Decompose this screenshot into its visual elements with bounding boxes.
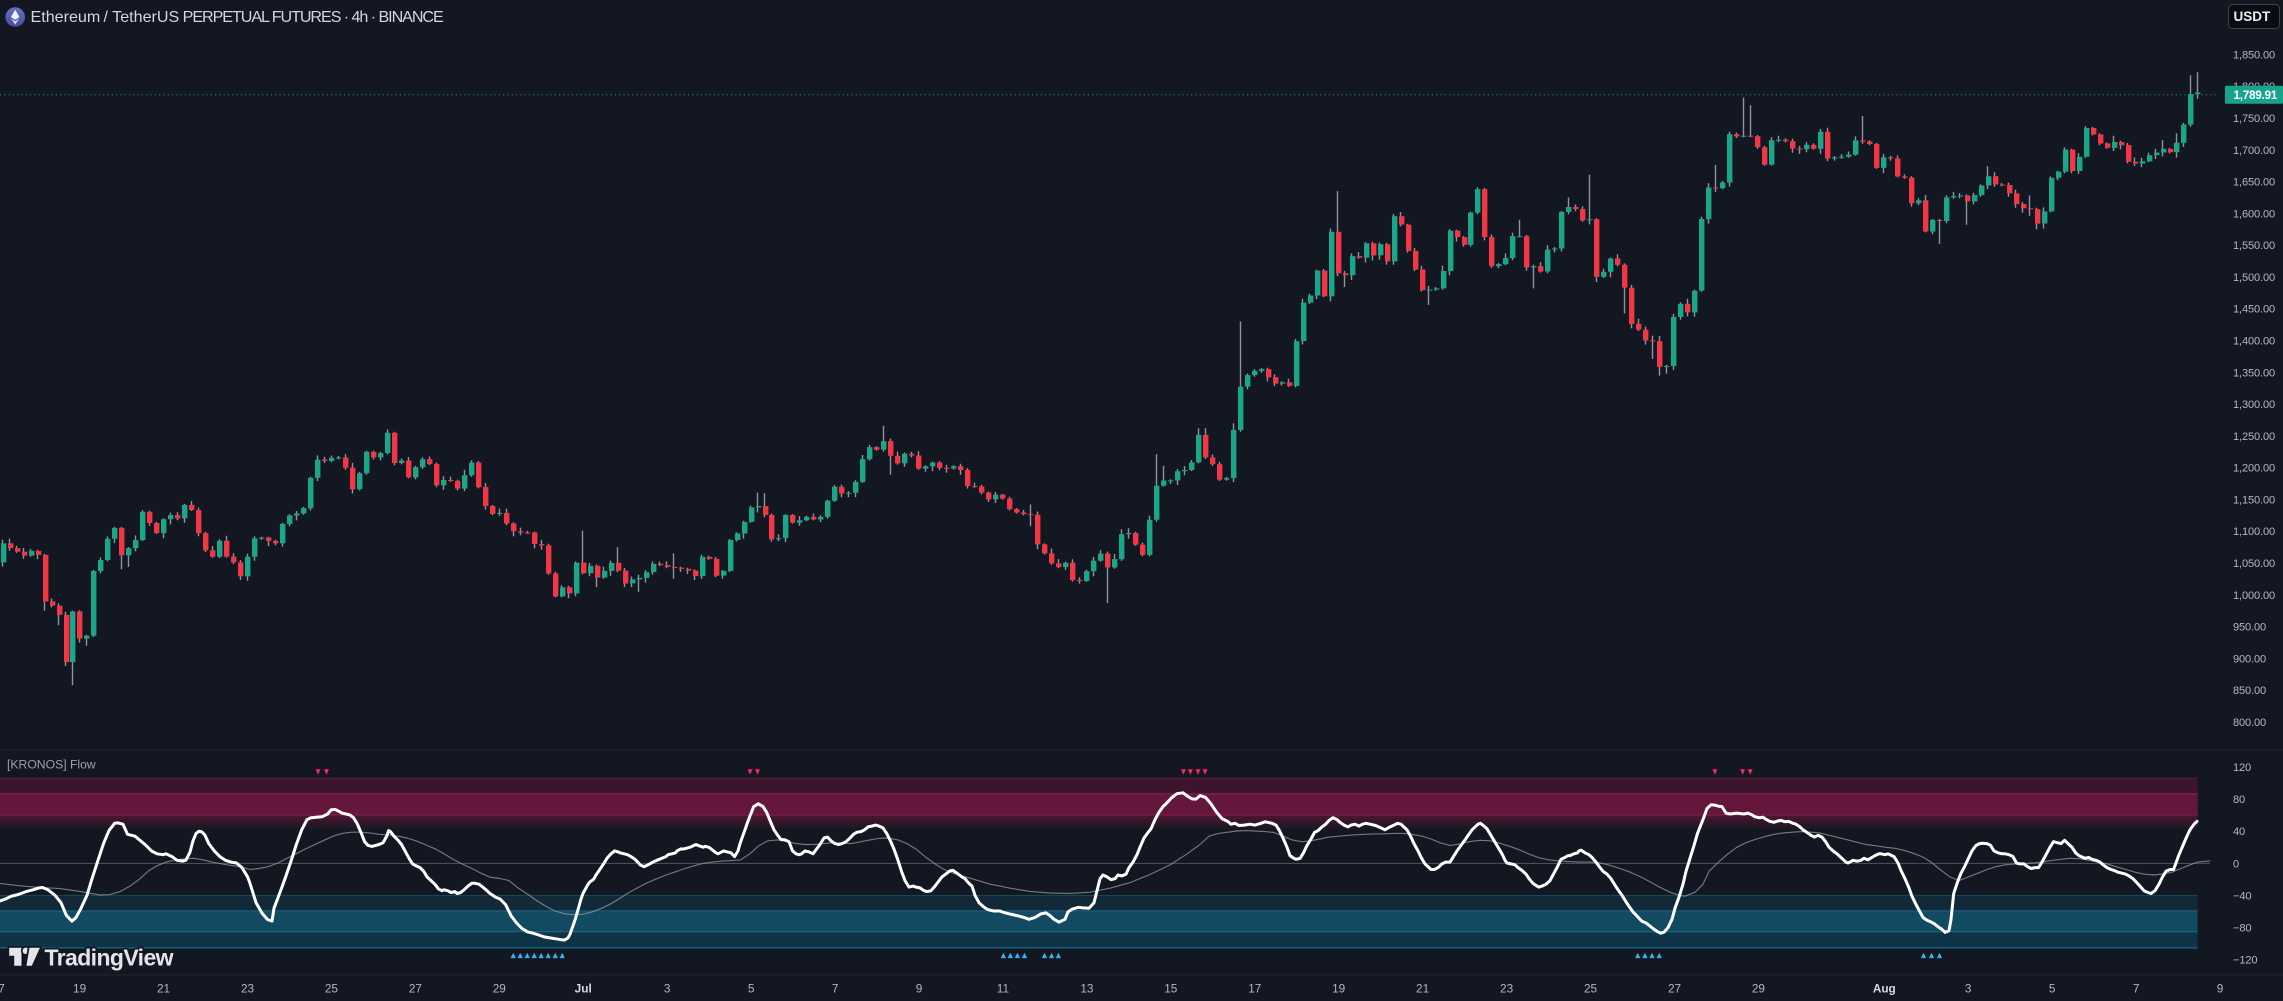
svg-text:900.00: 900.00 [2233,653,2266,665]
svg-text:850.00: 850.00 [2233,685,2266,697]
svg-text:1,250.00: 1,250.00 [2233,431,2275,443]
svg-text:21: 21 [1416,982,1429,996]
svg-text:1,300.00: 1,300.00 [2233,399,2275,411]
svg-text:5: 5 [748,982,755,996]
svg-text:29: 29 [1752,982,1765,996]
svg-text:27: 27 [409,982,422,996]
svg-text:1,550.00: 1,550.00 [2233,240,2275,252]
svg-text:19: 19 [1332,982,1345,996]
svg-text:[KRONOS] Flow: [KRONOS] Flow [7,758,96,772]
svg-text:25: 25 [325,982,339,996]
svg-text:1,850.00: 1,850.00 [2233,49,2275,61]
svg-text:Aug: Aug [1873,982,1896,996]
svg-text:7: 7 [2133,982,2140,996]
svg-text:1,700.00: 1,700.00 [2233,145,2275,157]
svg-text:0: 0 [2233,858,2239,870]
svg-text:1,500.00: 1,500.00 [2233,272,2275,284]
svg-text:3: 3 [664,982,671,996]
svg-text:19: 19 [73,982,86,996]
svg-text:3: 3 [1965,982,1972,996]
svg-text:1,050.00: 1,050.00 [2233,558,2275,570]
svg-text:1,150.00: 1,150.00 [2233,495,2275,507]
svg-text:1,200.00: 1,200.00 [2233,463,2275,475]
svg-text:USDT: USDT [2234,9,2272,24]
svg-text:−80: −80 [2233,923,2251,935]
svg-text:1,789.91: 1,789.91 [2234,88,2278,102]
svg-text:1,650.00: 1,650.00 [2233,177,2275,189]
svg-text:21: 21 [157,982,170,996]
svg-text:1,600.00: 1,600.00 [2233,208,2275,220]
svg-text:950.00: 950.00 [2233,622,2266,634]
svg-text:40: 40 [2233,826,2245,838]
svg-text:Ethereum / TetherUS PERPETUAL: Ethereum / TetherUS PERPETUAL FUTURES · … [31,8,444,26]
svg-text:120: 120 [2233,762,2251,774]
svg-text:23: 23 [1500,982,1514,996]
svg-text:5: 5 [2049,982,2056,996]
svg-text:11: 11 [997,982,1009,996]
svg-text:TradingView: TradingView [45,945,174,971]
svg-text:23: 23 [241,982,255,996]
svg-text:27: 27 [1668,982,1681,996]
svg-text:800.00: 800.00 [2233,717,2266,729]
svg-text:9: 9 [2217,982,2224,996]
svg-text:Jul: Jul [575,982,592,996]
svg-text:1,000.00: 1,000.00 [2233,590,2275,602]
svg-text:13: 13 [1080,982,1094,996]
svg-text:1,750.00: 1,750.00 [2233,113,2275,125]
svg-text:9: 9 [916,982,923,996]
svg-text:1,350.00: 1,350.00 [2233,367,2275,379]
svg-text:1,400.00: 1,400.00 [2233,336,2275,348]
svg-text:1,100.00: 1,100.00 [2233,526,2275,538]
svg-text:80: 80 [2233,794,2245,806]
svg-text:−40: −40 [2233,890,2251,902]
svg-text:7: 7 [832,982,839,996]
svg-text:25: 25 [1584,982,1598,996]
svg-text:7: 7 [0,982,5,996]
svg-text:15: 15 [1164,982,1178,996]
svg-text:29: 29 [493,982,506,996]
svg-text:1,450.00: 1,450.00 [2233,304,2275,316]
svg-text:17: 17 [1248,982,1261,996]
svg-text:−120: −120 [2233,955,2257,967]
